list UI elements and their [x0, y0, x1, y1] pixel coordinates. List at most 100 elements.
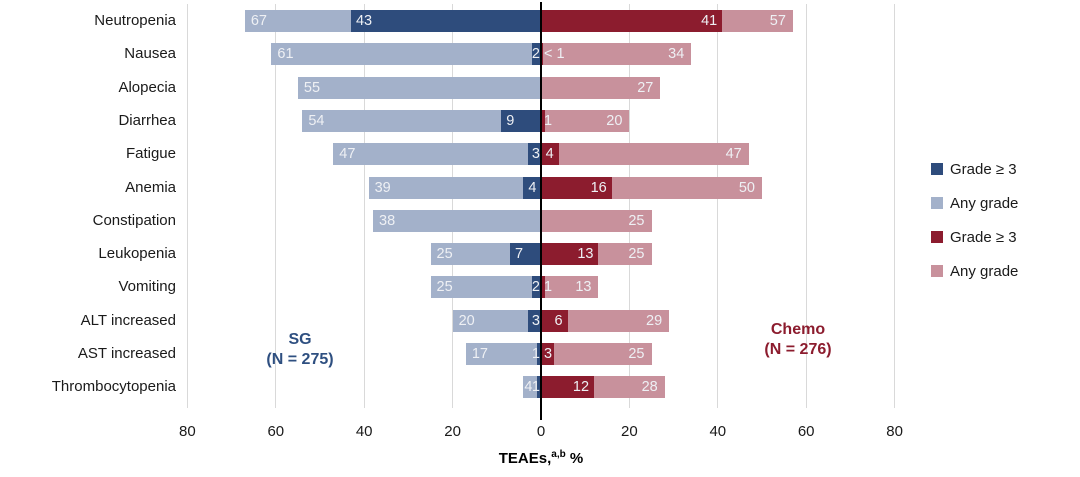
category-label: Diarrhea [118, 111, 176, 129]
bar-chemo-any-grade [541, 43, 692, 66]
category-label: ALT increased [80, 311, 176, 329]
gridline [275, 4, 277, 408]
legend-swatch-icon [931, 231, 943, 243]
bar-value-label: 3 [544, 346, 553, 362]
zero-axis-line [539, 2, 543, 420]
legend-item: Any grade [931, 262, 1019, 280]
bar-value-label: 13 [575, 279, 592, 296]
bar-chemo-any-grade [541, 276, 599, 299]
gridline [363, 4, 365, 408]
x-tick-label: 80 [179, 423, 196, 440]
legend-item: Grade ≥ 3 [931, 228, 1018, 246]
bar-value-label: 3 [531, 146, 540, 163]
bar-value-label: 61 [277, 46, 294, 63]
bar-value-label: 38 [379, 212, 396, 229]
bar-value-label: 12 [572, 379, 590, 396]
x-tick-label: 60 [797, 423, 815, 440]
legend-label: Grade ≥ 3 [950, 160, 1017, 178]
bar-value-label: 1 [531, 379, 540, 396]
bar-value-label: 67 [250, 13, 267, 29]
bar-sg-any-grade [368, 176, 541, 199]
bar-chemo-any-grade [541, 76, 661, 99]
bar-sg-grade3 [350, 10, 541, 32]
bar-chemo-grade3 [541, 309, 568, 332]
bar-value-label: 43 [355, 13, 373, 29]
category-label: Leukopenia [98, 245, 176, 263]
bar-value-label: 25 [436, 246, 453, 263]
category-label: Vomiting [118, 278, 176, 296]
x-axis-title: TEAEs,a,b % [441, 446, 641, 468]
sg-group-label: SG (N = 275) [230, 330, 370, 370]
x-tick-label: 40 [355, 423, 373, 440]
x-axis-title-suffix: % [565, 450, 584, 467]
bar-sg-any-grade [452, 309, 541, 332]
bar-value-label: 9 [506, 112, 515, 129]
bar-value-label: 50 [738, 179, 755, 196]
x-axis-title-prefix: TEAEs, [498, 450, 552, 467]
bar-value-label: 16 [590, 179, 607, 196]
bar-sg-any-grade [523, 376, 541, 399]
category-label: Neutropenia [94, 12, 176, 29]
bar-value-label: 13 [577, 246, 594, 263]
gridline [894, 4, 896, 408]
gridline [717, 4, 719, 408]
bar-value-label: 4 [528, 179, 537, 196]
bar-chemo-grade3 [541, 176, 612, 199]
bar-chemo-any-grade [541, 143, 749, 166]
bar-value-label: 41 [701, 13, 718, 29]
bar-sg-any-grade [373, 209, 541, 232]
bar-value-label: 25 [628, 246, 645, 263]
x-tick-label: 20 [621, 423, 638, 440]
bar-sg-grade3 [527, 143, 541, 166]
bar-sg-any-grade [430, 276, 541, 299]
x-tick-label: 0 [536, 423, 546, 440]
bar-value-label: 2 [531, 46, 540, 63]
bar-chemo-grade3 [541, 276, 546, 299]
bar-chemo-grade3 [541, 109, 546, 132]
bar-value-label: 57 [769, 13, 786, 29]
bar-value-label: 1 [544, 279, 553, 296]
legend-label: Any grade [950, 262, 1019, 280]
bar-value-label: 25 [628, 212, 645, 229]
bar-sg-any-grade [297, 76, 541, 99]
chemo-group-label-line1: Chemo [770, 321, 826, 338]
bar-value-label: 17 [471, 346, 488, 362]
bar-value-label: 20 [458, 312, 475, 329]
x-tick-label: 80 [886, 423, 903, 440]
category-label: Constipation [92, 211, 176, 229]
category-label: Thrombocytopenia [51, 378, 176, 396]
legend-label: Grade ≥ 3 [950, 228, 1017, 246]
x-tick-label: 60 [267, 423, 285, 440]
chemo-group-label-line2: (N = 276) [764, 341, 832, 358]
bar-value-label: 2 [531, 279, 540, 296]
bar-value-label: 3 [531, 312, 540, 329]
bar-sg-any-grade [465, 343, 541, 365]
bar-sg-grade3 [527, 309, 541, 332]
bar-sg-any-grade [271, 43, 541, 66]
bar-sg-grade3 [536, 343, 541, 365]
bar-sg-grade3 [532, 276, 541, 299]
bar-value-label: 27 [637, 79, 654, 96]
gridline [628, 4, 630, 408]
legend-swatch-icon [931, 197, 943, 209]
legend-swatch-icon [931, 265, 943, 277]
x-tick-label: 20 [444, 423, 461, 440]
chemo-group-label: Chemo (N = 276) [728, 320, 868, 360]
bar-value-label: 4 [545, 146, 554, 163]
sg-group-label-line2: (N = 275) [266, 351, 334, 368]
bar-sg-grade3 [523, 176, 541, 199]
x-tick-label: 40 [709, 423, 727, 440]
bar-sg-any-grade [333, 143, 541, 166]
legend-label: Any grade [950, 194, 1019, 212]
bar-value-label: 47 [725, 146, 742, 163]
bar-chemo-any-grade [541, 343, 652, 365]
legend-swatch-icon [931, 163, 943, 175]
bar-value-label: 4 [524, 379, 533, 396]
bar-value-label: 28 [641, 379, 658, 396]
bar-value-label: 1 [544, 112, 553, 129]
sg-group-label-line1: SG [288, 331, 312, 348]
bar-value-label: 34 [668, 46, 685, 63]
legend-item: Grade ≥ 3 [931, 160, 1018, 178]
bar-sg-grade3 [536, 376, 541, 399]
